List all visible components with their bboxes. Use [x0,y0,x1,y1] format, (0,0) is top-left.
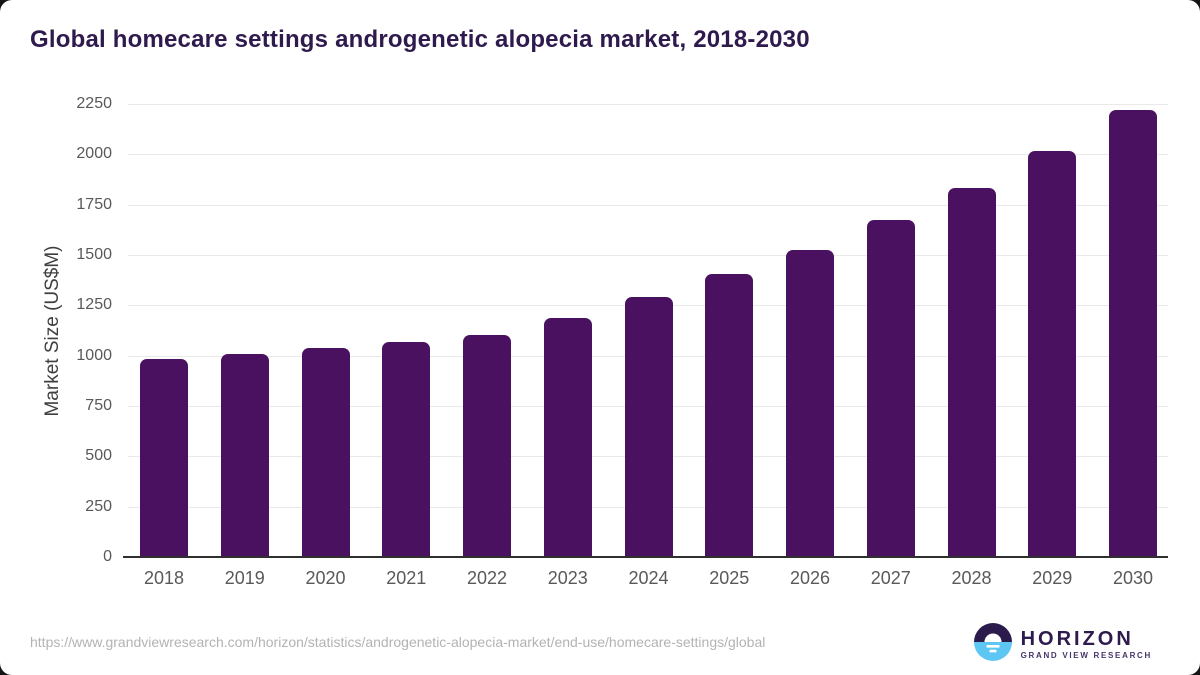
y-tick-label: 1250 [76,296,112,314]
gridline [128,204,1168,206]
bar-2021[interactable] [382,342,431,556]
bar-2027[interactable] [866,220,915,556]
y-tick-label: 0 [103,548,112,565]
x-tick-label-2029: 2029 [1032,568,1073,588]
y-tick-label: 1750 [76,195,112,213]
logo-name: HORIZON [1020,628,1134,650]
bar-2025[interactable] [705,274,754,556]
chart-title: Global homecare settings androgenetic al… [30,26,810,53]
x-tick-label-2024: 2024 [628,568,669,588]
x-tick-label-2026: 2026 [789,568,831,588]
y-tick-label: 2000 [76,145,112,163]
bar-2022[interactable] [463,335,511,556]
gridline [128,154,1168,156]
y-tick-label: 1500 [76,246,112,263]
x-tick-label-2027: 2027 [870,568,911,588]
source-url: https://www.grandviewresearch.com/horizo… [30,634,766,650]
x-tick-label-2018: 2018 [143,568,185,588]
x-tick-label-2022: 2022 [466,568,508,588]
x-tick-label-2028: 2028 [951,568,992,588]
horizon-sun-over-water-icon [973,623,1012,666]
x-tick-label-2019: 2019 [224,568,265,588]
x-tick-label-2020: 2020 [305,568,346,588]
x-axis-line [123,556,1168,558]
y-tick-label: 500 [85,447,112,465]
x-tick-label-2023: 2023 [547,568,588,588]
y-axis-title: Market Size (US$M) [42,245,63,417]
bar-2029[interactable] [1028,151,1077,556]
gridline [128,104,1168,105]
x-tick-label-2021: 2021 [386,568,427,588]
horizon-logo: HORIZON GRAND VIEW RESEARCH [973,623,1152,666]
y-tick-label: 2250 [76,95,112,112]
footer: https://www.grandviewresearch.com/horizo… [0,613,1200,675]
bar-2018[interactable] [140,359,188,556]
x-tick-label-2025: 2025 [709,568,750,588]
y-tick-label: 250 [85,497,112,515]
bar-2024[interactable] [624,297,673,556]
x-tick-label-2030: 2030 [1112,568,1154,588]
bar-2028[interactable] [947,188,996,556]
bar-2023[interactable] [543,318,592,556]
bar-2026[interactable] [786,250,834,556]
gridline [128,255,1168,256]
logo-text: HORIZON GRAND VIEW RESEARCH [1021,629,1152,660]
logo-subtitle: GRAND VIEW RESEARCH [1020,651,1152,660]
bar-2019[interactable] [220,354,269,556]
y-tick-label: 750 [85,397,112,414]
bar-2020[interactable] [301,348,350,556]
y-tick-label: 1000 [76,346,112,364]
bar-2030[interactable] [1109,110,1157,556]
